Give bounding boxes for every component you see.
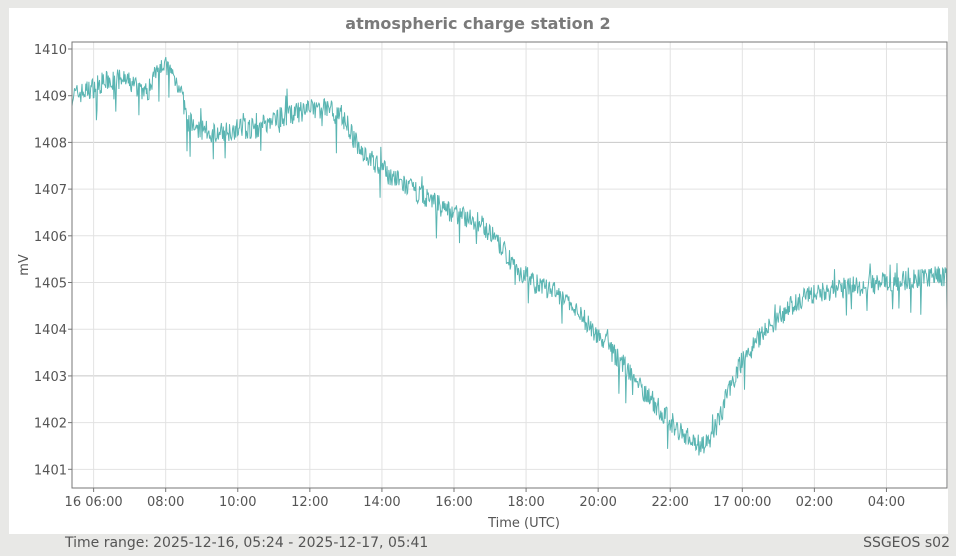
station-id: SSGEOS s02 [863, 535, 950, 551]
time-range-label: Time range: [65, 535, 150, 551]
y-tick-label: 1403 [34, 370, 67, 385]
grid-lines [72, 42, 947, 488]
x-tick-label: 18:00 [507, 495, 544, 510]
time-range: Time range: 2025-12-16, 05:24 - 2025-12-1… [65, 535, 432, 551]
x-tick-label: 22:00 [651, 495, 688, 510]
y-tick-label: 1402 [34, 417, 67, 432]
y-tick-label: 1404 [34, 323, 67, 338]
chart-title: atmospheric charge station 2 [345, 14, 611, 33]
x-tick-label: 08:00 [147, 495, 184, 510]
y-tick-label: 1405 [34, 277, 67, 292]
y-axis-label: mV [17, 254, 32, 276]
y-tick-label: 1409 [34, 90, 67, 105]
x-tick-label: 16 06:00 [65, 495, 123, 510]
x-tick-label: 14:00 [363, 495, 400, 510]
y-axis-ticks: 1401 1402 1403 1404 1405 1406 1407 1408 1409 1410 [34, 43, 72, 478]
x-tick-label: 02:00 [796, 495, 833, 510]
y-tick-label: 1410 [34, 43, 67, 58]
x-tick-label: 10:00 [219, 495, 256, 510]
y-tick-label: 1408 [34, 136, 67, 151]
y-tick-label: 1401 [34, 463, 67, 478]
data-series-mv [71, 56, 948, 456]
x-tick-label: 12:00 [291, 495, 328, 510]
x-tick-label: 04:00 [868, 495, 905, 510]
y-tick-label: 1406 [34, 230, 67, 245]
x-tick-label: 20:00 [579, 495, 616, 510]
plot-frame [71, 41, 948, 489]
x-tick-label: 16:00 [435, 495, 472, 510]
x-axis-label: Time (UTC) [487, 516, 560, 531]
x-tick-label: 17 00:00 [713, 495, 771, 510]
time-range-value: 2025-12-16, 05:24 - 2025-12-17, 05:41 [153, 535, 429, 551]
y-tick-label: 1407 [34, 183, 67, 198]
x-axis-ticks: 16 06:00 08:00 10:00 12:00 14:00 16:00 18:00 20… [65, 488, 905, 510]
